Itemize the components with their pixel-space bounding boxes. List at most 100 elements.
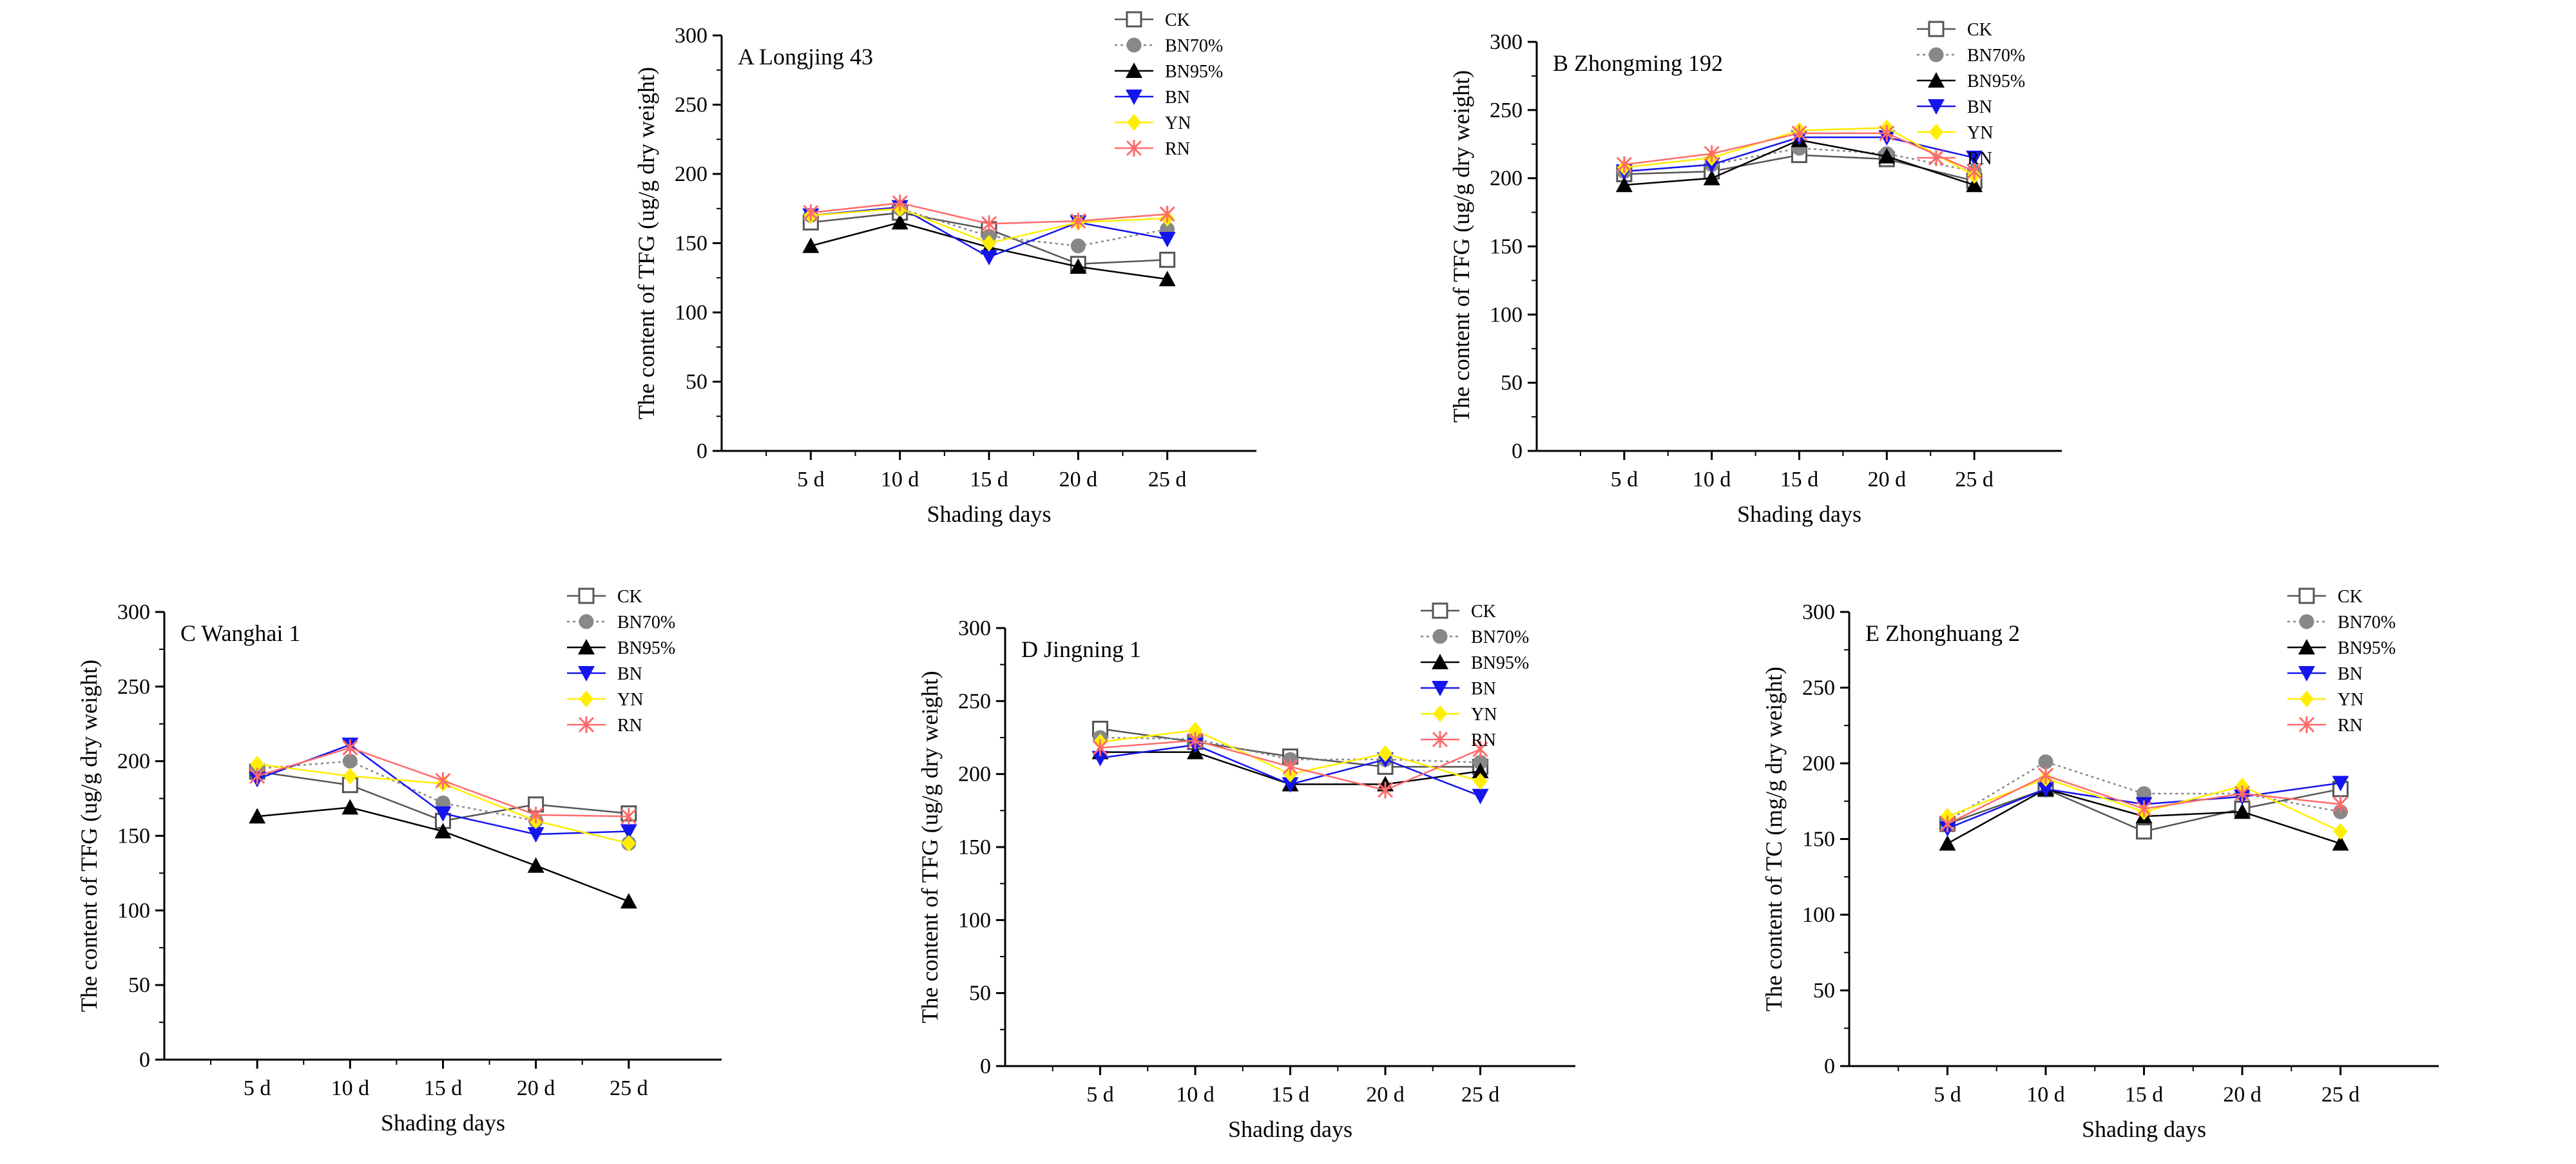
- data-point: [891, 214, 908, 230]
- data-point: [1966, 163, 1983, 180]
- data-point: [981, 215, 997, 233]
- y-tick-label: 200: [117, 750, 150, 774]
- x-axis-title: Shading days: [2082, 1116, 2206, 1142]
- data-point: [981, 250, 997, 265]
- data-point: [434, 823, 452, 839]
- legend-marker: [1432, 654, 1448, 669]
- legend-label: CK: [617, 587, 642, 607]
- data-point: [1791, 124, 1807, 142]
- x-tick-label: 25 d: [2321, 1083, 2360, 1107]
- data-point: [620, 893, 637, 909]
- data-point: [2332, 835, 2349, 851]
- data-point: [2037, 767, 2054, 784]
- legend-label: RN: [1165, 139, 1190, 159]
- legend-marker: [2298, 587, 2315, 604]
- legend-label: YN: [2338, 690, 2363, 710]
- x-tick-label: 5 d: [797, 468, 825, 491]
- legend-label: YN: [1471, 705, 1497, 725]
- legend-label: BN95%: [617, 638, 675, 658]
- legend-marker: [1126, 62, 1142, 78]
- data-point: [1939, 816, 1956, 832]
- legend-marker: [1928, 99, 1945, 115]
- legend-label: BN70%: [1967, 46, 2025, 66]
- x-tick-label: 5 d: [1086, 1083, 1114, 1107]
- legend-label: BN: [1967, 97, 1992, 117]
- legend-label: RN: [617, 716, 642, 736]
- legend-marker: [1432, 681, 1448, 696]
- data-point: [527, 827, 544, 843]
- legend-label: BN95%: [2338, 638, 2396, 658]
- y-tick-label: 150: [117, 825, 150, 848]
- legend-label: YN: [1165, 113, 1191, 133]
- y-tick-label: 200: [675, 162, 707, 186]
- data-point: [1703, 169, 1720, 186]
- y-tick-label: 200: [1802, 752, 1835, 776]
- x-axis-title: Shading days: [1737, 501, 1861, 527]
- data-point: [2136, 823, 2152, 840]
- legend-marker: [1432, 731, 1448, 748]
- legend-marker: [1432, 629, 1448, 644]
- x-tick-label: 5 d: [1934, 1083, 1961, 1107]
- data-point: [434, 806, 452, 822]
- y-tick-label: 250: [1802, 676, 1835, 700]
- y-tick-label: 150: [1802, 828, 1835, 852]
- y-tick-label: 250: [675, 93, 707, 117]
- data-point: [1616, 156, 1632, 173]
- legend-marker: [2298, 639, 2315, 654]
- legend-label: BN95%: [1471, 653, 1529, 673]
- x-axis-title: Shading days: [1228, 1116, 1352, 1142]
- legend-label: BN: [2338, 664, 2363, 684]
- panel-title: D Jingning 1: [1021, 636, 1141, 662]
- legend-marker: [1928, 47, 1944, 62]
- y-tick-label: 150: [1490, 235, 1523, 259]
- legend-marker: [2300, 691, 2314, 707]
- x-tick-label: 25 d: [1148, 468, 1187, 491]
- data-point: [342, 739, 358, 756]
- y-tick-label: 100: [1802, 903, 1835, 927]
- data-point: [1473, 773, 1488, 790]
- legend-label: BN70%: [1471, 627, 1529, 647]
- legend-marker: [1928, 149, 1945, 166]
- y-tick-label: 150: [958, 835, 991, 859]
- panel-title: E Zhonghuang 2: [1865, 620, 2020, 646]
- data-point: [1472, 788, 1489, 805]
- y-tick-label: 0: [139, 1048, 150, 1072]
- y-axis-title: The content of TFG (ug/g dry weight): [633, 67, 659, 419]
- y-tick-label: 300: [117, 600, 150, 624]
- data-point: [528, 806, 544, 824]
- y-axis-title: The content of TC (mg/g dry weight): [1761, 667, 1787, 1011]
- data-point: [1188, 721, 1202, 739]
- y-tick-label: 50: [686, 370, 707, 394]
- data-point: [1472, 741, 1488, 758]
- data-point: [249, 808, 266, 824]
- x-tick-label: 15 d: [970, 468, 1008, 491]
- legend-marker: [1126, 37, 1142, 53]
- data-point: [2136, 800, 2152, 817]
- x-tick-label: 25 d: [610, 1076, 648, 1100]
- x-tick-label: 15 d: [424, 1076, 463, 1100]
- panel-title: A Longjing 43: [738, 44, 873, 70]
- x-tick-label: 25 d: [1955, 468, 1994, 491]
- legend-label: BN: [617, 664, 642, 684]
- data-point: [435, 772, 451, 789]
- legend: CK BN70% BN95% BN YN RN: [1115, 10, 1223, 159]
- data-point: [2037, 781, 2054, 797]
- legend-marker: [578, 639, 595, 654]
- x-tick-label: 20 d: [1366, 1083, 1405, 1107]
- data-point: [1070, 258, 1087, 274]
- legend-label: YN: [1967, 123, 1993, 143]
- y-tick-label: 100: [117, 899, 150, 922]
- legend-label: RN: [1967, 149, 1992, 169]
- y-axis-title: The content of TFG (ug/g dry weight): [917, 671, 943, 1023]
- data-point: [620, 808, 637, 825]
- legend-label: RN: [1471, 730, 1496, 750]
- legend-marker: [1433, 705, 1447, 722]
- data-point: [1159, 205, 1175, 223]
- data-point: [341, 799, 359, 815]
- legend-marker: [1126, 140, 1142, 157]
- x-tick-label: 5 d: [244, 1076, 271, 1100]
- data-point: [803, 204, 819, 222]
- legend-label: BN70%: [617, 613, 675, 633]
- legend-marker: [578, 716, 595, 733]
